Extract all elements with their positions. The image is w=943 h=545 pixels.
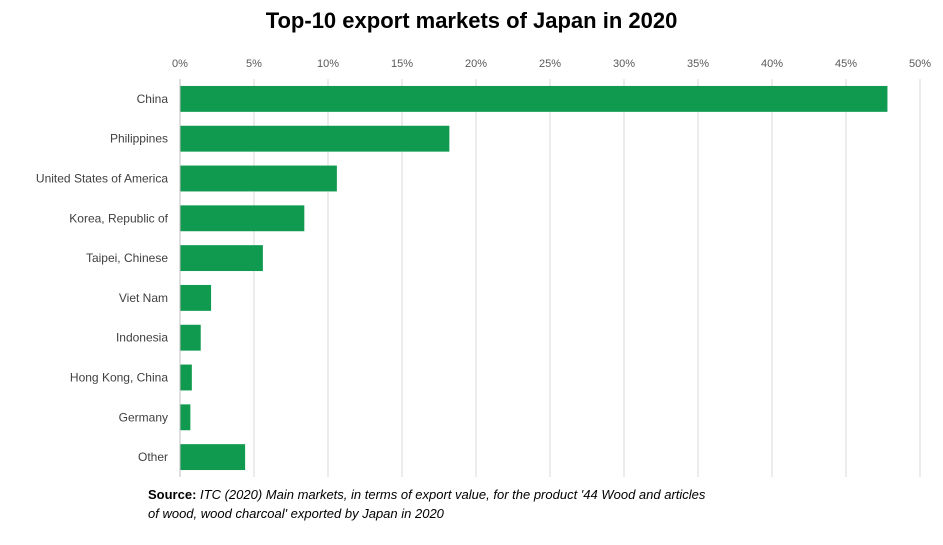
category-label: Germany	[119, 410, 168, 424]
x-tick-label: 45%	[835, 58, 857, 70]
source-text: ITC (2020) Main markets, in terms of exp…	[148, 487, 706, 521]
category-labels: China Philippines United States of America…	[36, 92, 169, 464]
x-axis-ticks: 0% 5% 10% 15% 20% 25% 30% 35% 40% 45% 50%	[172, 58, 931, 70]
category-label: Taipei, Chinese	[86, 251, 168, 265]
category-label: China	[137, 92, 169, 106]
bar-4	[180, 245, 263, 272]
category-label: Indonesia	[116, 331, 168, 345]
category-label: Hong Kong, China	[70, 371, 168, 385]
x-tick-label: 20%	[465, 58, 487, 70]
bar-3	[180, 205, 305, 232]
x-tick-label: 15%	[391, 58, 413, 70]
x-tick-label: 5%	[246, 58, 262, 70]
x-tick-label: 10%	[317, 58, 339, 70]
source-label: Source:	[148, 487, 197, 502]
bar-9	[180, 444, 246, 471]
bar-8	[180, 404, 191, 431]
x-tick-label: 50%	[909, 58, 931, 70]
x-tick-label: 40%	[761, 58, 783, 70]
category-label: United States of America	[36, 172, 168, 186]
bar-7	[180, 364, 192, 391]
bars	[180, 85, 888, 471]
bar-6	[180, 324, 201, 351]
category-label: Viet Nam	[119, 291, 168, 305]
x-tick-label: 35%	[687, 58, 709, 70]
chart-title: Top-10 export markets of Japan in 2020	[265, 8, 678, 33]
bar-1	[180, 125, 450, 152]
bar-5	[180, 284, 212, 311]
source-note: Source: ITC (2020) Main markets, in term…	[148, 485, 708, 523]
bar-2	[180, 165, 337, 192]
x-tick-label: 30%	[613, 58, 635, 70]
bar-chart: 0% 5% 10% 15% 20% 25% 30% 35% 40% 45% 50% China Phi…	[36, 58, 931, 477]
category-label: Philippines	[110, 132, 168, 146]
x-tick-label: 25%	[539, 58, 561, 70]
x-tick-label: 0%	[172, 58, 188, 70]
category-label: Korea, Republic of	[69, 211, 168, 225]
bar-0	[180, 85, 888, 112]
category-label: Other	[138, 450, 168, 464]
